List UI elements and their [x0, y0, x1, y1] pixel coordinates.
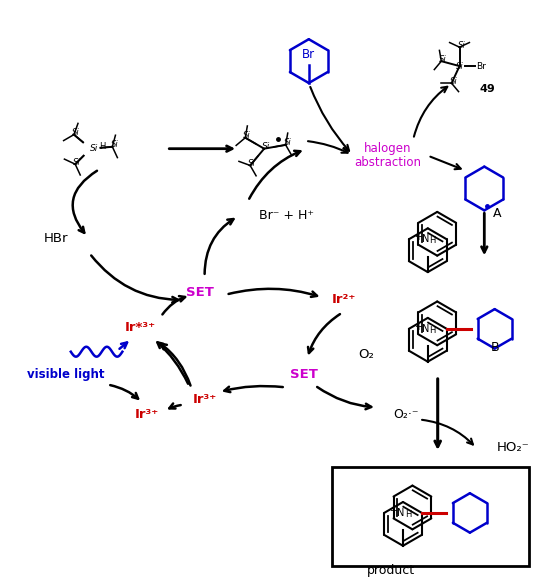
Text: Ir²⁺: Ir²⁺: [332, 294, 356, 307]
Text: HBr: HBr: [44, 232, 68, 245]
Text: O₂·⁻: O₂·⁻: [393, 408, 418, 421]
Text: Si: Si: [244, 131, 251, 140]
Text: Si: Si: [73, 158, 81, 166]
Text: +: +: [414, 322, 422, 332]
Text: Br: Br: [302, 48, 315, 61]
Text: 49: 49: [480, 84, 495, 94]
Text: Si: Si: [90, 144, 98, 153]
Text: visible light: visible light: [27, 368, 105, 381]
Text: Ir³⁺: Ir³⁺: [135, 408, 159, 421]
Text: Si: Si: [262, 142, 271, 151]
Text: H: H: [429, 237, 436, 245]
Text: Br⁻ + H⁺: Br⁻ + H⁺: [259, 209, 314, 222]
Text: Ir*³⁺: Ir*³⁺: [125, 321, 156, 334]
Text: Si: Si: [457, 41, 465, 50]
Text: H: H: [99, 142, 106, 151]
Text: SET: SET: [186, 286, 214, 298]
Text: A: A: [493, 207, 502, 220]
Text: SET: SET: [290, 368, 318, 381]
Text: Si: Si: [450, 77, 457, 86]
Text: H: H: [405, 510, 411, 519]
Text: Br: Br: [476, 61, 486, 71]
Text: Ir³⁺: Ir³⁺: [193, 393, 217, 406]
Text: N: N: [397, 508, 404, 518]
Text: Si: Si: [284, 138, 292, 147]
Text: +: +: [414, 232, 422, 242]
Text: N: N: [422, 324, 429, 334]
Text: B: B: [491, 341, 500, 354]
Text: H: H: [429, 326, 436, 335]
Text: Si: Si: [248, 159, 256, 168]
Text: Si: Si: [72, 128, 80, 137]
Text: Si: Si: [440, 55, 447, 64]
Text: Si: Si: [456, 61, 463, 71]
Text: halogen: halogen: [364, 142, 412, 155]
Text: O₂: O₂: [359, 348, 374, 361]
Text: product: product: [367, 564, 415, 577]
Text: abstraction: abstraction: [355, 156, 422, 169]
Text: HO₂⁻: HO₂⁻: [497, 441, 530, 454]
Text: N: N: [422, 234, 429, 244]
Text: Si: Si: [111, 140, 118, 150]
Text: +: +: [389, 506, 397, 516]
